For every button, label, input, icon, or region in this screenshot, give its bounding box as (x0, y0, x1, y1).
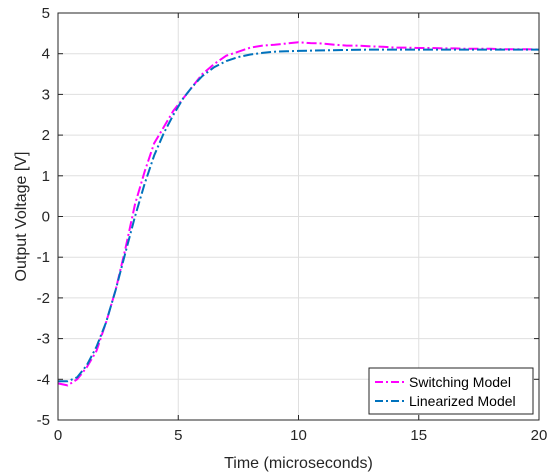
legend-label-linearized: Linearized Model (409, 393, 516, 409)
y-tick-label: 3 (42, 86, 50, 103)
y-tick-label: -3 (37, 331, 50, 348)
y-tick-label: 4 (42, 46, 50, 63)
series-line-switching (57, 41, 540, 387)
y-tick-label: 0 (42, 209, 50, 226)
x-tick-label: 5 (174, 427, 182, 444)
series-layer (57, 41, 540, 387)
legend-box (368, 367, 534, 415)
y-tick-label: 1 (42, 168, 50, 185)
legend: Switching Model Linearized Model (368, 367, 534, 415)
y-axis-label: Output Voltage [V] (13, 152, 30, 282)
legend-label-switching: Switching Model (409, 374, 511, 390)
grid (57, 12, 540, 421)
x-axis-label: Time (microseconds) (224, 455, 373, 472)
x-tick-label: 15 (410, 427, 427, 444)
x-tick-label: 10 (290, 427, 307, 444)
series-line-linearized (58, 48, 539, 383)
x-tick-label: 0 (54, 427, 62, 444)
y-tick-label: -2 (37, 290, 50, 307)
y-tick-label: -1 (37, 249, 50, 266)
y-tick-label: -5 (37, 412, 50, 429)
y-tick-label: -4 (37, 371, 50, 388)
y-tick-label: 5 (42, 5, 50, 22)
x-tick-label: 20 (531, 427, 548, 444)
y-tick-label: 2 (42, 127, 50, 144)
